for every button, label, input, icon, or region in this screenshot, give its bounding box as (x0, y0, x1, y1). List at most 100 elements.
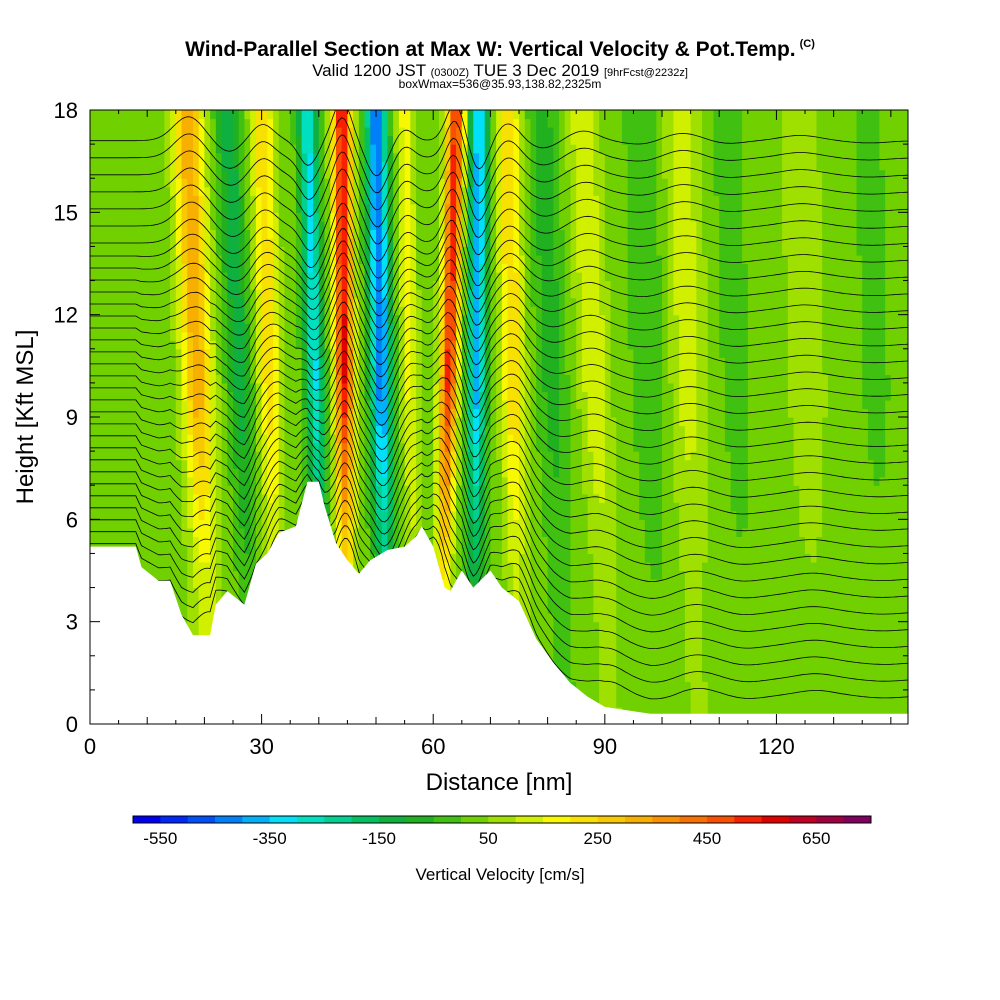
field-cell (112, 220, 120, 230)
field-cell (330, 118, 337, 128)
field-cell (324, 118, 331, 128)
field-cell (187, 212, 194, 222)
field-cell (456, 570, 463, 580)
field-cell (421, 348, 429, 358)
field-cell (284, 391, 291, 401)
field-cell (278, 152, 286, 162)
field-cell (381, 485, 389, 495)
field-cell (112, 229, 120, 239)
field-cell (295, 485, 303, 495)
field-cell (376, 459, 383, 469)
field-cell (158, 331, 165, 341)
field-cell (152, 169, 160, 179)
field-cell (341, 127, 349, 137)
field-cell (324, 314, 331, 324)
field-cell (364, 169, 371, 179)
field-cell (433, 408, 440, 418)
field-cell (130, 536, 137, 546)
field-cell (444, 314, 451, 324)
field-cell (204, 621, 211, 631)
field-cell (330, 220, 337, 230)
field-cell (438, 561, 446, 572)
field-cell (130, 229, 137, 239)
field-cell (307, 476, 314, 486)
field-cell (307, 186, 314, 196)
field-cell (313, 237, 320, 248)
field-cell (473, 272, 480, 282)
field-cell (330, 357, 337, 367)
field-cell (404, 468, 411, 478)
field-cell (387, 425, 394, 435)
field-cell (450, 519, 457, 529)
field-cell (107, 186, 114, 196)
field-cell (347, 186, 354, 196)
field-cell (478, 144, 486, 154)
field-cell (404, 135, 411, 145)
field-cell (147, 246, 154, 256)
field-cell (158, 220, 165, 230)
field-cell (456, 510, 463, 520)
field-cell (233, 220, 240, 230)
field-cell (95, 485, 103, 495)
field-cell (278, 272, 286, 282)
field-cell (238, 391, 246, 401)
field-cell (364, 152, 371, 162)
field-cell (295, 357, 303, 367)
field-cell (444, 306, 451, 316)
field-cell (273, 127, 280, 137)
field-cell (227, 127, 234, 137)
field-cell (404, 272, 411, 282)
field-cell (427, 510, 434, 520)
field-cell (141, 425, 148, 435)
field-cell (215, 519, 223, 529)
field-cell (433, 237, 440, 248)
field-cell (170, 272, 177, 282)
field-cell (101, 502, 108, 512)
field-cell (101, 340, 108, 350)
field-cell (204, 587, 211, 597)
field-cell (335, 280, 343, 290)
field-cell (158, 425, 165, 435)
field-cell (473, 195, 480, 205)
field-cell (376, 161, 383, 171)
field-cell (238, 254, 246, 265)
field-cell (393, 519, 400, 529)
field-cell (307, 357, 314, 367)
field-cell (233, 110, 240, 120)
field-cell (410, 220, 417, 230)
field-cell (141, 331, 148, 341)
field-cell (250, 178, 257, 188)
field-cell (255, 417, 263, 427)
field-cell (107, 254, 114, 265)
field-cell (295, 442, 303, 452)
field-cell (301, 476, 308, 486)
field-cell (335, 348, 343, 358)
field-cell (187, 195, 194, 205)
field-cell (290, 468, 297, 478)
field-cell (141, 127, 148, 137)
field-cell (233, 348, 240, 358)
field-cell (101, 527, 108, 537)
field-cell (135, 314, 143, 324)
field-cell (130, 161, 137, 171)
field-cell (433, 195, 440, 205)
field-cell (398, 536, 406, 546)
field-cell (210, 604, 217, 614)
field-cell (215, 186, 223, 196)
field-cell (267, 186, 274, 196)
field-cell (124, 536, 131, 546)
field-cell (250, 263, 257, 273)
field-cell (473, 434, 480, 444)
field-cell (433, 382, 440, 393)
field-cell (250, 493, 257, 503)
field-cell (158, 536, 165, 546)
field-cell (341, 544, 349, 555)
field-cell (204, 561, 211, 572)
field-cell (204, 596, 211, 606)
field-cell (341, 314, 349, 324)
field-cell (427, 382, 434, 393)
field-cell (438, 220, 446, 230)
field-cell (467, 127, 474, 137)
field-cell (255, 127, 263, 137)
field-cell (204, 374, 211, 384)
